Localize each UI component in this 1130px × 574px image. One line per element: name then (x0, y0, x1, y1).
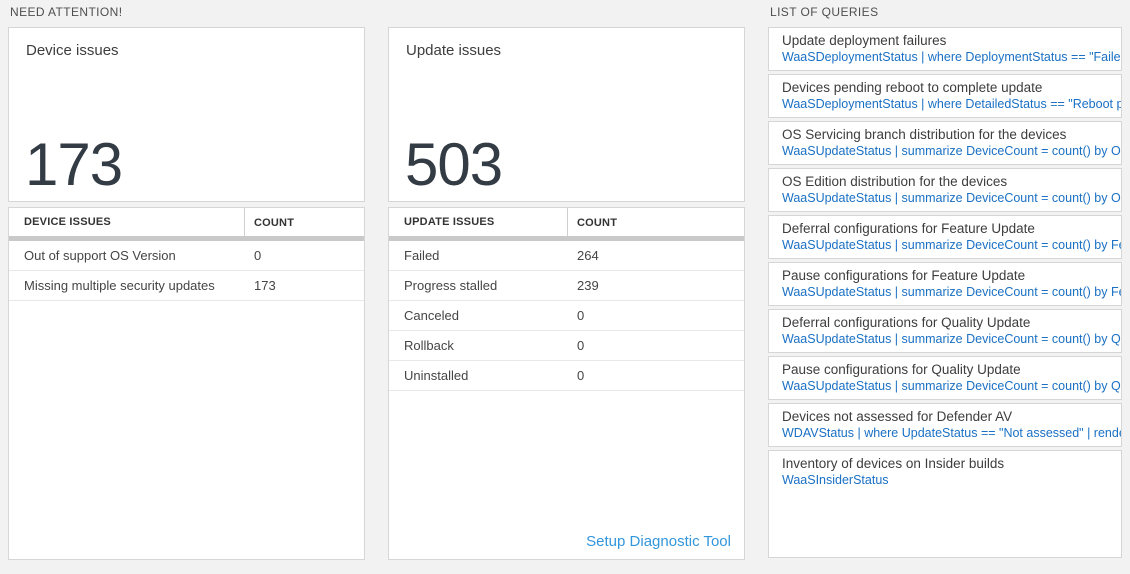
query-title: Devices pending reboot to complete updat… (782, 80, 1043, 95)
update-issues-table-tile: UPDATE ISSUES COUNT Failed 264 Progress … (388, 207, 745, 560)
query-text: WaaSUpdateStatus | summarize DeviceCount… (782, 285, 1122, 299)
row-value: 0 (577, 338, 585, 353)
device-table-rows: Out of support OS Version 0 Missing mult… (9, 241, 364, 301)
row-label: Canceled (404, 308, 459, 323)
table-row[interactable]: Progress stalled 239 (389, 271, 744, 301)
row-label: Progress stalled (404, 278, 498, 293)
update-issues-summary-tile[interactable]: Update issues 503 (388, 27, 745, 202)
query-title: Update deployment failures (782, 33, 947, 48)
query-list-item[interactable]: OS Servicing branch distribution for the… (768, 121, 1122, 165)
query-title: Deferral configurations for Quality Upda… (782, 315, 1031, 330)
row-value: 0 (577, 368, 585, 383)
device-table-header-issues: DEVICE ISSUES (9, 208, 245, 236)
row-label: Rollback (404, 338, 454, 353)
row-value: 0 (254, 248, 262, 263)
query-title: Devices not assessed for Defender AV (782, 409, 1013, 424)
query-list-item[interactable]: Deferral configurations for Quality Upda… (768, 309, 1122, 353)
query-title: Pause configurations for Feature Update (782, 268, 1026, 283)
update-table-header-count: COUNT (577, 217, 618, 229)
device-table-header: DEVICE ISSUES COUNT (9, 208, 364, 236)
row-label: Out of support OS Version (24, 248, 176, 263)
row-value: 264 (577, 248, 599, 263)
query-text: WaaSUpdateStatus | summarize DeviceCount… (782, 332, 1122, 346)
query-text: WaaSUpdateStatus | summarize DeviceCount… (782, 238, 1122, 252)
table-row[interactable]: Canceled 0 (389, 301, 744, 331)
query-text: WaaSDeploymentStatus | where DetailedSta… (782, 97, 1122, 111)
setup-diagnostic-tool-link[interactable]: Setup Diagnostic Tool (586, 533, 731, 550)
update-issues-count: 503 (405, 131, 503, 198)
table-row[interactable]: Out of support OS Version 0 (9, 241, 364, 271)
query-list-item[interactable]: Pause configurations for Quality Update … (768, 356, 1122, 400)
query-title: Inventory of devices on Insider builds (782, 456, 1005, 471)
device-issues-count: 173 (25, 131, 123, 198)
update-table-header-issues: UPDATE ISSUES (389, 208, 568, 236)
query-list-item[interactable]: Inventory of devices on Insider builds W… (768, 450, 1122, 558)
query-list-item[interactable]: Update deployment failures WaaSDeploymen… (768, 27, 1122, 71)
row-value: 239 (577, 278, 599, 293)
query-title: Pause configurations for Quality Update (782, 362, 1021, 377)
query-list-item[interactable]: OS Edition distribution for the devices … (768, 168, 1122, 212)
query-text: WaaSUpdateStatus | summarize DeviceCount… (782, 191, 1121, 205)
device-table-divider-bar (9, 236, 364, 241)
query-text: WaaSUpdateStatus | summarize DeviceCount… (782, 144, 1122, 158)
row-label: Uninstalled (404, 368, 469, 383)
row-label: Failed (404, 248, 440, 263)
update-issues-title: Update issues (406, 42, 502, 59)
query-text: WaaSDeploymentStatus | where DeploymentS… (782, 50, 1122, 64)
query-list: Update deployment failures WaaSDeploymen… (768, 27, 1122, 561)
row-label: Missing multiple security updates (24, 278, 215, 293)
device-table-header-count: COUNT (254, 217, 295, 229)
row-value: 173 (254, 278, 276, 293)
query-list-item[interactable]: Devices not assessed for Defender AV WDA… (768, 403, 1122, 447)
table-row[interactable]: Rollback 0 (389, 331, 744, 361)
table-row[interactable]: Missing multiple security updates 173 (9, 271, 364, 301)
query-text: WaaSInsiderStatus (782, 473, 889, 487)
query-list-item[interactable]: Pause configurations for Feature Update … (768, 262, 1122, 306)
query-title: OS Edition distribution for the devices (782, 174, 1008, 189)
row-value: 0 (577, 308, 585, 323)
query-text: WDAVStatus | where UpdateStatus == "Not … (782, 426, 1122, 440)
query-list-item[interactable]: Deferral configurations for Feature Upda… (768, 215, 1122, 259)
query-title: OS Servicing branch distribution for the… (782, 127, 1067, 142)
device-issues-title: Device issues (26, 42, 119, 59)
query-list-item[interactable]: Devices pending reboot to complete updat… (768, 74, 1122, 118)
update-table-header: UPDATE ISSUES COUNT (389, 208, 744, 236)
list-of-queries-header: LIST OF QUERIES (770, 5, 879, 19)
device-issues-summary-tile[interactable]: Device issues 173 (8, 27, 365, 202)
query-title: Deferral configurations for Feature Upda… (782, 221, 1035, 236)
device-issues-table-tile: DEVICE ISSUES COUNT Out of support OS Ve… (8, 207, 365, 560)
update-table-rows: Failed 264 Progress stalled 239 Canceled… (389, 241, 744, 391)
table-row[interactable]: Failed 264 (389, 241, 744, 271)
need-attention-header: NEED ATTENTION! (10, 5, 123, 19)
query-text: WaaSUpdateStatus | summarize DeviceCount… (782, 379, 1122, 393)
table-row[interactable]: Uninstalled 0 (389, 361, 744, 391)
update-table-divider-bar (389, 236, 744, 241)
